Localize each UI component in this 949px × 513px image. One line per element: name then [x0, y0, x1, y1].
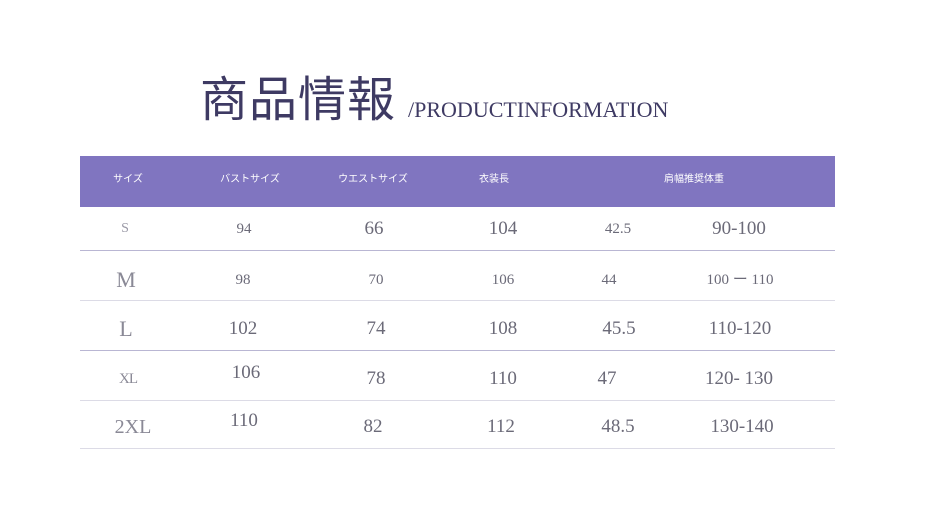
cell-bust: 102: [228, 318, 258, 339]
table-row: S 94 66 104 42.5 90-100: [80, 205, 835, 255]
header-waist: ウエストサイズ: [338, 174, 408, 185]
cell-shoulder: 44: [601, 272, 617, 288]
header-length: 衣装長: [479, 174, 509, 185]
header-size: サイズ: [113, 174, 143, 185]
cell-weight: 110-120: [708, 318, 772, 339]
cell-bust: 110: [230, 410, 258, 431]
cell-shoulder: 42.5: [604, 221, 632, 237]
row-divider: [80, 350, 835, 351]
cell-bust: 94: [236, 221, 252, 237]
row-divider: [80, 400, 835, 401]
cell-shoulder: 47: [597, 368, 617, 389]
cell-weight: 90-100: [712, 218, 766, 239]
cell-weight: 120- 130: [704, 368, 774, 389]
row-divider: [80, 250, 835, 251]
cell-shoulder: 48.5: [601, 416, 635, 437]
cell-length: 112: [487, 416, 515, 437]
cell-size: 2XL: [114, 416, 152, 438]
cell-waist: 82: [363, 416, 383, 437]
cell-waist: 70: [368, 272, 384, 288]
size-table-header: サイズ バストサイズ ウエストサイズ 衣装長 肩幅推奨体重: [80, 156, 835, 207]
cell-bust: 98: [235, 272, 251, 288]
cell-weight: 100 ー 110: [706, 272, 774, 288]
title-main: 商品情報: [200, 72, 397, 128]
cell-shoulder: 45.5: [602, 318, 636, 339]
cell-length: 106: [491, 272, 515, 288]
cell-size: XL: [119, 371, 138, 387]
table-row: L 102 74 108 45.5 110-120: [80, 305, 835, 355]
cell-size: S: [121, 221, 129, 236]
cell-size: L: [119, 316, 133, 341]
row-divider: [80, 300, 835, 301]
cell-length: 108: [488, 318, 518, 339]
page-title: 商品情報 /PRODUCTINFORMATION: [200, 58, 668, 128]
cell-waist: 66: [364, 218, 384, 239]
cell-size: M: [116, 267, 136, 292]
cell-length: 110: [489, 368, 517, 389]
cell-weight: 130-140: [710, 416, 774, 437]
cell-length: 104: [488, 218, 518, 239]
table-row: 2XL 110 82 112 48.5 130-140: [80, 403, 835, 453]
cell-waist: 74: [366, 318, 386, 339]
cell-waist: 78: [366, 368, 386, 389]
header-bust: バストサイズ: [220, 174, 280, 185]
row-divider: [80, 448, 835, 449]
header-shoulder-weight: 肩幅推奨体重: [664, 174, 724, 185]
table-row: XL 106 78 110 47 120- 130: [80, 355, 835, 405]
table-row: M 98 70 106 44 100 ー 110: [80, 256, 835, 306]
cell-bust: 106: [231, 362, 261, 383]
title-subtitle: /PRODUCTINFORMATION: [408, 97, 669, 122]
